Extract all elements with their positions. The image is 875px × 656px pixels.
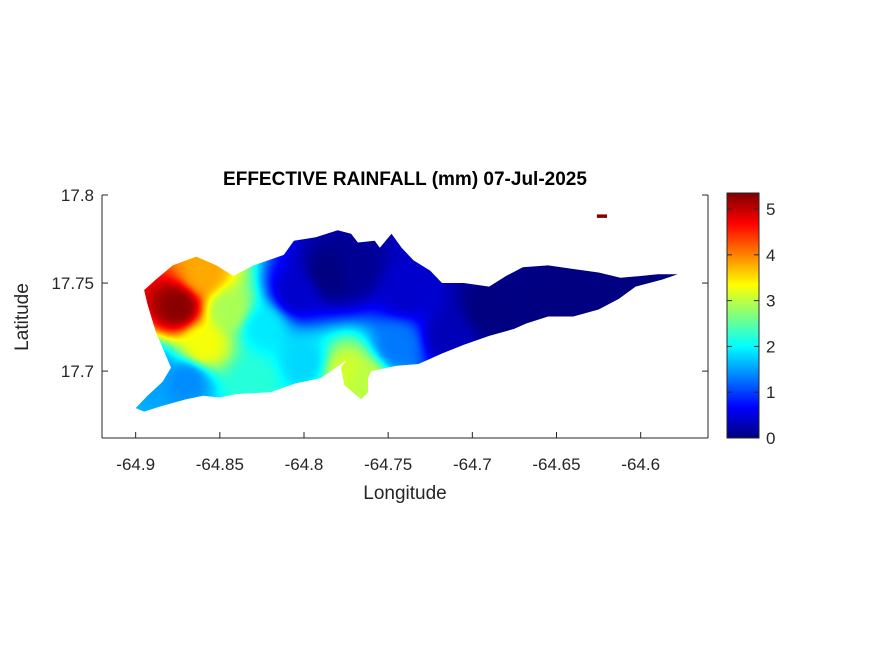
y-tick-label: 17.75 [51, 274, 94, 293]
x-tick-label: -64.85 [196, 455, 244, 474]
colorbar-tick-label: 4 [766, 246, 775, 265]
y-axis-label: Latitude [12, 283, 33, 351]
islet-shape [596, 214, 607, 218]
x-axis-ticks: -64.9 -64.85 -64.8 -64.75 -64.7 -64.65 -64.6 [116, 432, 660, 474]
colorbar-ticks: 0 1 2 3 4 5 [727, 200, 775, 448]
x-tick-label: -64.7 [453, 455, 492, 474]
x-axis-label: Longitude [363, 483, 446, 504]
colorbar-gradient [726, 192, 760, 439]
x-tick-label: -64.6 [621, 455, 660, 474]
colorbar-tick-label: 1 [766, 383, 775, 402]
colorbar-tick-label: 2 [766, 337, 775, 356]
y-axis-ticks: 17.7 17.75 17.8 [51, 186, 708, 381]
x-tick-label: -64.75 [364, 455, 412, 474]
x-tick-label: -64.65 [532, 455, 580, 474]
y-tick-label: 17.7 [61, 362, 94, 381]
chart-title: EFFECTIVE RAINFALL (mm) 07-Jul-2025 [223, 169, 587, 190]
x-tick-label: -64.9 [116, 455, 155, 474]
plot-area: -64.9 -64.85 -64.8 -64.75 -64.7 -64.65 -64.6 1… [51, 186, 709, 474]
colorbar: 0 1 2 3 4 5 [726, 192, 775, 448]
y-tick-label: 17.8 [61, 186, 94, 205]
colorbar-tick-label: 0 [766, 429, 775, 448]
x-tick-label: -64.8 [285, 455, 324, 474]
colorbar-tick-label: 3 [766, 292, 775, 311]
colorbar-tick-label: 5 [766, 200, 775, 219]
